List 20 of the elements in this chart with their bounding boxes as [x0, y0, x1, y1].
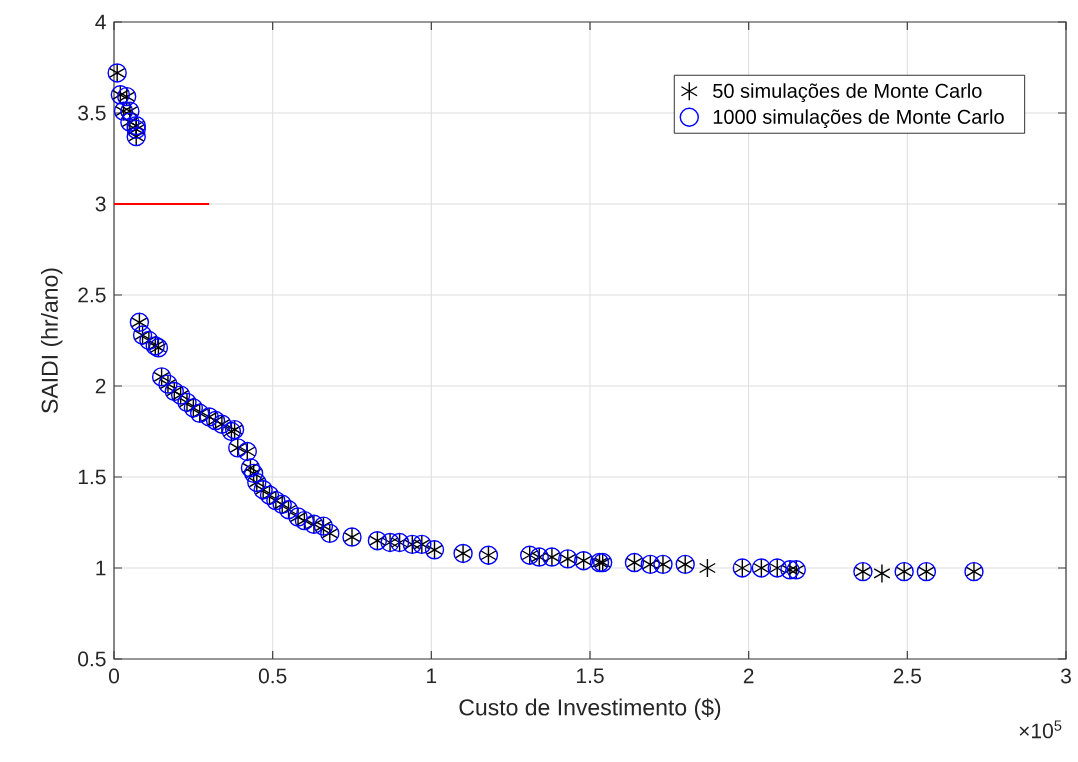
x-tick-label: 2 [743, 668, 754, 684]
x-tick-label: 0 [108, 668, 120, 684]
text: ×10$^{5}$ [1019, 720, 1062, 739]
x-tick-label: 1.5 [577, 668, 604, 684]
y-tick-label: 3.5 [78, 105, 106, 121]
x-axis-title: Custo de Investimento ($) [459, 698, 721, 721]
y-tick-label: 2.5 [78, 287, 106, 303]
legend-label: 1000 simulações de Monte Carlo [713, 109, 1004, 128]
y-tick-label: 3 [95, 196, 106, 212]
x-tick-label: 2.5 [893, 668, 922, 684]
x-tick-label: 1 [427, 668, 437, 683]
y-tick-label: 1 [96, 560, 106, 576]
y-tick-label: 4 [95, 14, 106, 30]
x-tick-label: 3 [1060, 668, 1071, 684]
x-tick-label: 0.5 [258, 668, 287, 684]
y-tick-label: 2 [95, 378, 106, 394]
y-tick-label: 0.5 [78, 651, 106, 667]
legend-label: 50 simulações de Monte Carlo [713, 83, 982, 102]
y-axis-title: SAIDI (hr/ano) [40, 268, 63, 413]
y-tick-label: 1.5 [78, 469, 106, 485]
